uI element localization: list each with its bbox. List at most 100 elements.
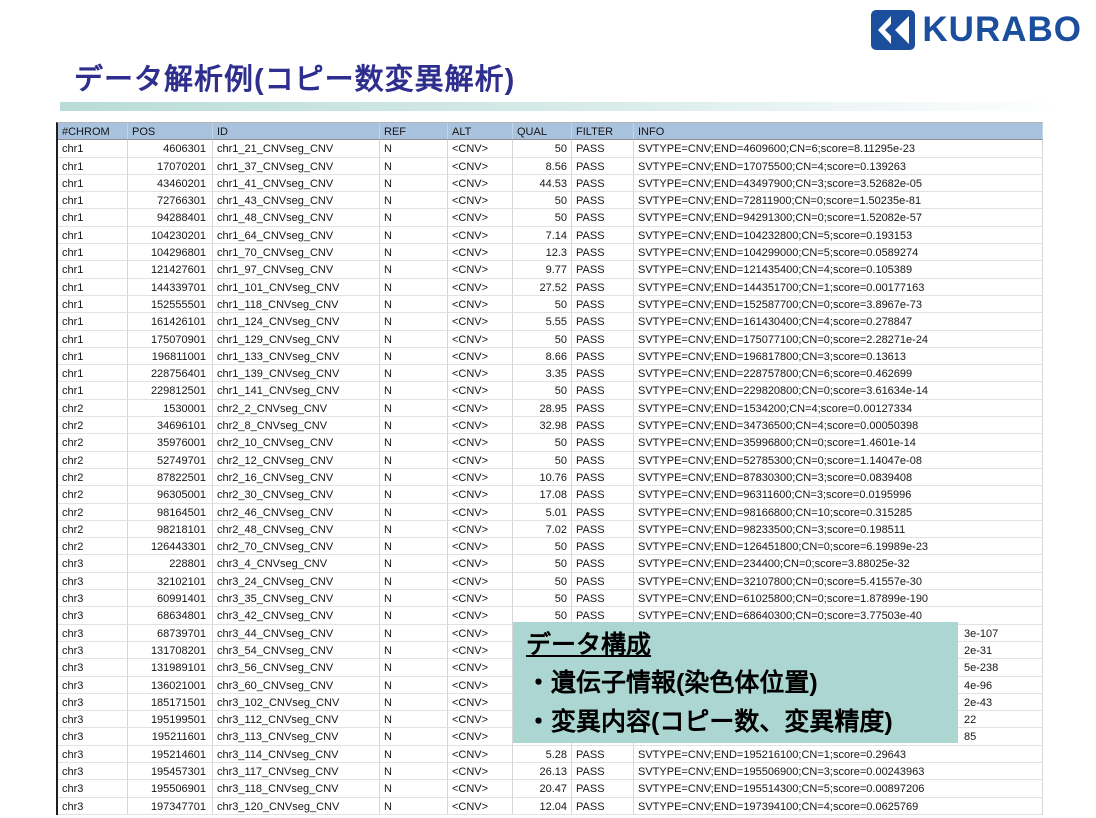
cell-pos: 52749701: [128, 451, 213, 469]
table-row: chr1 17070201 chr1_37_CNVseg_CNV N <CNV> 8.56…: [58, 157, 1043, 175]
cell-ref: N: [380, 745, 448, 763]
cell-alt: <CNV>: [448, 520, 513, 539]
cell-ref: N: [380, 797, 448, 815]
cell-pos: 4606301: [128, 140, 213, 158]
cell-qual: 12.04: [513, 797, 572, 815]
cell-filter: PASS: [572, 278, 634, 296]
cell-info: SVTYPE=CNV;END=52785300;CN=0;score=1.140…: [634, 451, 1043, 469]
cell-id: chr3_35_CNVseg_CNV: [213, 590, 380, 608]
cell-chrom: chr2: [58, 503, 128, 521]
cell-id: chr2_48_CNVseg_CNV: [213, 520, 380, 539]
cell-qual: 50: [513, 209, 572, 227]
cell-info: SVTYPE=CNV;END=126451800;CN=0;score=6.19…: [634, 538, 1043, 556]
cell-alt: <CNV>: [448, 209, 513, 227]
cell-id: chr1_41_CNVseg_CNV: [213, 174, 380, 193]
cell-qual: 50: [513, 555, 572, 573]
table-row: chr1 104296801 chr1_70_CNVseg_CNV N <CNV> 12.…: [58, 244, 1043, 262]
header-cell-id: ID: [213, 123, 380, 141]
kurabo-logo-icon: [871, 10, 916, 50]
cell-chrom: chr3: [58, 762, 128, 781]
cell-alt: <CNV>: [448, 590, 513, 608]
cell-pos: 1530001: [128, 399, 213, 418]
cell-ref: N: [380, 555, 448, 573]
cell-pos: 32102101: [128, 572, 213, 591]
cell-ref: N: [380, 382, 448, 400]
cell-alt: <CNV>: [448, 659, 513, 677]
cell-id: chr3_54_CNVseg_CNV: [213, 641, 380, 660]
cell-pos: 104230201: [128, 226, 213, 245]
cell-id: chr2_10_CNVseg_CNV: [213, 434, 380, 452]
header-cell-chrom: #CHROM: [58, 123, 128, 141]
cell-filter: PASS: [572, 244, 634, 262]
cell-alt: <CNV>: [448, 330, 513, 348]
table-row: chr1 72766301 chr1_43_CNVseg_CNV N <CNV> 50 PA…: [58, 192, 1043, 210]
cell-info: SVTYPE=CNV;END=35996800;CN=0;score=1.460…: [634, 434, 1043, 452]
cell-alt: <CNV>: [448, 451, 513, 469]
cell-chrom: chr1: [58, 140, 128, 158]
cell-info: SVTYPE=CNV;END=152587700;CN=0;score=3.89…: [634, 295, 1043, 314]
cell-ref: N: [380, 607, 448, 625]
cell-qual: 3.35: [513, 365, 572, 383]
cell-chrom: chr2: [58, 434, 128, 452]
cell-id: chr3_56_CNVseg_CNV: [213, 659, 380, 677]
cell-chrom: chr3: [58, 572, 128, 591]
cell-pos: 197347701: [128, 797, 213, 815]
cell-id: chr3_114_CNVseg_CNV: [213, 745, 380, 763]
table-row: chr3 32102101 chr3_24_CNVseg_CNV N <CNV> 50 PA…: [58, 572, 1043, 591]
cell-chrom: chr2: [58, 417, 128, 435]
cell-pos: 196811001: [128, 347, 213, 366]
table-row: chr3 228801 chr3_4_CNVseg_CNV N <CNV> 50 PASS S…: [58, 555, 1043, 573]
cell-id: chr3_112_CNVseg_CNV: [213, 711, 380, 729]
table-header-row: #CHROM POS ID REF ALT QUAL FILTER INFO: [58, 123, 1043, 141]
cell-ref: N: [380, 330, 448, 348]
cell-info: SVTYPE=CNV;END=32107800;CN=0;score=5.415…: [634, 572, 1043, 591]
cell-id: chr1_118_CNVseg_CNV: [213, 295, 380, 314]
cell-filter: PASS: [572, 209, 634, 227]
table-row: chr2 35976001 chr2_10_CNVseg_CNV N <CNV> 50 PA…: [58, 434, 1043, 452]
cell-ref: N: [380, 140, 448, 158]
cell-alt: <CNV>: [448, 417, 513, 435]
cell-pos: 195214601: [128, 745, 213, 763]
table-row: chr2 98218101 chr2_48_CNVseg_CNV N <CNV> 7.02…: [58, 520, 1043, 539]
cell-ref: N: [380, 780, 448, 798]
cell-alt: <CNV>: [448, 503, 513, 521]
cell-qual: 10.76: [513, 468, 572, 487]
cell-id: chr1_97_CNVseg_CNV: [213, 261, 380, 279]
table-row: chr3 195457301 chr3_117_CNVseg_CNV N <CNV> 26…: [58, 762, 1043, 781]
cell-alt: <CNV>: [448, 244, 513, 262]
cell-pos: 185171501: [128, 693, 213, 712]
cell-pos: 94288401: [128, 209, 213, 227]
cell-alt: <CNV>: [448, 192, 513, 210]
cell-id: chr1_139_CNVseg_CNV: [213, 365, 380, 383]
cell-qual: 44.53: [513, 174, 572, 193]
cell-qual: 8.66: [513, 347, 572, 366]
cell-chrom: chr2: [58, 451, 128, 469]
cell-filter: PASS: [572, 261, 634, 279]
cell-chrom: chr3: [58, 555, 128, 573]
cell-info: SVTYPE=CNV;END=228757800;CN=6;score=0.46…: [634, 365, 1043, 383]
cell-pos: 96305001: [128, 486, 213, 504]
cell-chrom: chr1: [58, 313, 128, 331]
cell-alt: <CNV>: [448, 261, 513, 279]
cell-ref: N: [380, 520, 448, 539]
cell-id: chr1_37_CNVseg_CNV: [213, 157, 380, 175]
kurabo-logo: KURABO: [871, 10, 1082, 50]
cell-ref: N: [380, 399, 448, 418]
cell-chrom: chr2: [58, 468, 128, 487]
cell-info: SVTYPE=CNV;END=17075500;CN=4;score=0.139…: [634, 157, 1043, 175]
cell-ref: N: [380, 261, 448, 279]
cell-alt: <CNV>: [448, 157, 513, 175]
cell-alt: <CNV>: [448, 711, 513, 729]
cell-chrom: chr1: [58, 295, 128, 314]
cell-alt: <CNV>: [448, 434, 513, 452]
cell-ref: N: [380, 711, 448, 729]
cell-chrom: chr3: [58, 607, 128, 625]
table-row: chr1 94288401 chr1_48_CNVseg_CNV N <CNV> 50 PA…: [58, 209, 1043, 227]
table-row: chr2 1530001 chr2_2_CNVseg_CNV N <CNV> 28.95 P…: [58, 399, 1043, 418]
cell-id: chr2_46_CNVseg_CNV: [213, 503, 380, 521]
cell-qual: 50: [513, 434, 572, 452]
kurabo-logo-text: KURABO: [922, 10, 1082, 49]
cell-qual: 26.13: [513, 762, 572, 781]
cell-alt: <CNV>: [448, 226, 513, 245]
callout-item-gene-info: ・遺伝子情報(染色体位置): [526, 669, 818, 697]
